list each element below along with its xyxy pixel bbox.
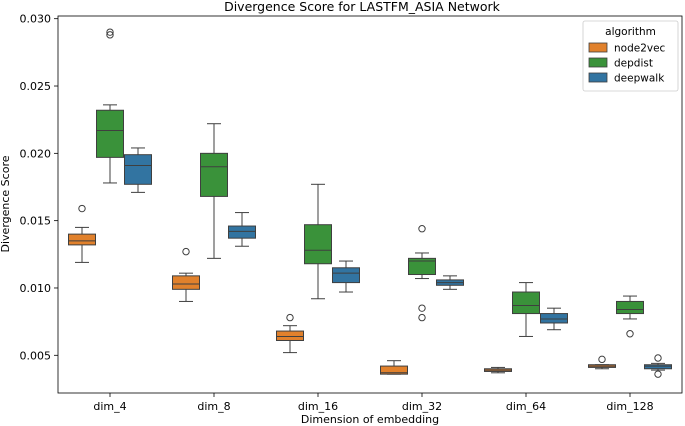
outlier-point bbox=[418, 225, 426, 233]
plot-frame bbox=[57, 15, 683, 394]
outlier-point bbox=[106, 28, 114, 36]
outlier-point bbox=[182, 247, 190, 256]
box-depdist-dim_64 bbox=[512, 291, 540, 315]
outlier-point bbox=[106, 31, 114, 39]
box-node2vec-dim_4 bbox=[68, 233, 96, 246]
box-deepwalk-dim_64 bbox=[540, 313, 568, 324]
box-node2vec-dim_16 bbox=[276, 330, 304, 341]
outlier-point bbox=[654, 354, 662, 362]
y-tick-label: 0.030 bbox=[20, 13, 52, 26]
legend-swatch-depdist bbox=[588, 57, 608, 68]
box-depdist-dim_128 bbox=[616, 300, 644, 315]
outlier-point bbox=[598, 355, 606, 364]
legend-label-node2vec: node2vec bbox=[614, 43, 666, 55]
box-depdist-dim_8 bbox=[200, 152, 228, 197]
box-deepwalk-dim_4 bbox=[124, 154, 152, 185]
outlier-point bbox=[418, 304, 426, 312]
box-deepwalk-dim_128 bbox=[644, 364, 672, 370]
outlier-point bbox=[418, 313, 426, 322]
box-depdist-dim_32 bbox=[408, 257, 436, 276]
legend-label-depdist: depdist bbox=[614, 58, 653, 70]
x-tick-label: dim_64 bbox=[506, 400, 546, 413]
box-depdist-dim_4 bbox=[96, 109, 124, 158]
box-depdist-dim_16 bbox=[304, 224, 332, 265]
y-tick-label: 0.025 bbox=[20, 80, 52, 93]
x-tick-label: dim_8 bbox=[197, 400, 230, 413]
y-tick-label: 0.020 bbox=[20, 147, 52, 160]
legend-swatch-node2vec bbox=[588, 42, 608, 53]
outlier-point bbox=[654, 370, 662, 378]
y-tick-label: 0.010 bbox=[20, 282, 52, 295]
outlier-point bbox=[286, 313, 294, 322]
legend-title: algorithm bbox=[605, 26, 656, 38]
legend: algorithm node2vec depdist deepwalk bbox=[582, 20, 679, 92]
y-tick-label: 0.005 bbox=[20, 349, 52, 362]
y-tick-label: 0.015 bbox=[20, 215, 52, 228]
x-tick-label: dim_32 bbox=[402, 400, 442, 413]
legend-label-deepwalk: deepwalk bbox=[614, 73, 665, 85]
box-node2vec-dim_32 bbox=[380, 365, 408, 375]
x-tick-label: dim_4 bbox=[93, 400, 126, 413]
box-deepwalk-dim_8 bbox=[228, 225, 256, 239]
x-tick-label: dim_16 bbox=[298, 400, 338, 413]
y-axis-label: Divergence Score bbox=[0, 155, 12, 252]
legend-swatch-deepwalk bbox=[588, 72, 608, 83]
outlier-point bbox=[78, 204, 86, 213]
outlier-point bbox=[626, 330, 634, 338]
box-deepwalk-dim_16 bbox=[332, 267, 360, 284]
box-node2vec-dim_8 bbox=[172, 275, 200, 290]
x-tick-label: dim_128 bbox=[606, 400, 653, 413]
chart-title: Divergence Score for LASTFM_ASIA Network bbox=[224, 0, 501, 14]
x-axis-label: Dimension of embedding bbox=[301, 413, 439, 426]
